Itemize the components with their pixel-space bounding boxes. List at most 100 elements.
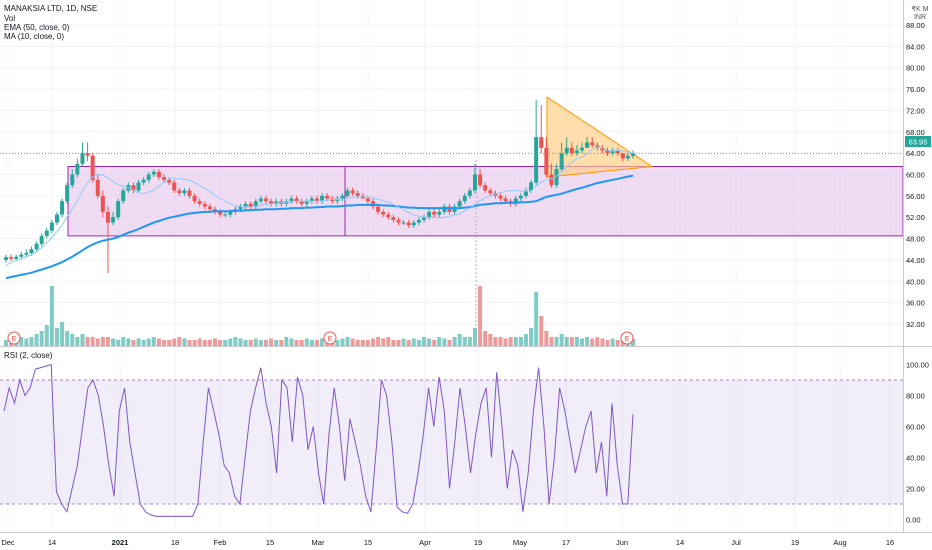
price-axis[interactable]: 88.00 84.00 80.00 76.00 72.00 68.00 64.00 60.00… bbox=[906, 21, 925, 329]
candle-body bbox=[523, 190, 528, 196]
candle-body bbox=[151, 171, 156, 175]
volume-bar bbox=[396, 340, 401, 346]
candle-body bbox=[80, 153, 85, 164]
volume-bar bbox=[314, 340, 319, 346]
time-axis[interactable]: Dec 14 2021 18 Feb 15 Mar 15 Apr 19 May 17 Jun 14 Jul 1… bbox=[1, 538, 894, 547]
candle-body bbox=[467, 190, 472, 196]
volume-bar bbox=[269, 338, 274, 346]
rsi-pane[interactable] bbox=[0, 363, 903, 517]
candle-body bbox=[503, 198, 508, 202]
volume-bar bbox=[299, 340, 304, 346]
candle-body bbox=[406, 222, 411, 226]
candle-body bbox=[549, 174, 554, 186]
volume-bar bbox=[503, 338, 508, 346]
ema-legend[interactable]: EMA (50, close, 0) bbox=[4, 23, 70, 32]
candle-body bbox=[432, 211, 437, 215]
time-tick-label: Jun bbox=[616, 538, 628, 547]
volume-bar bbox=[467, 337, 472, 346]
candle-body bbox=[238, 206, 243, 210]
candle-body bbox=[371, 201, 376, 207]
candle-body bbox=[70, 174, 75, 186]
price-tick-label: 68.00 bbox=[906, 128, 925, 137]
candle-body bbox=[462, 195, 467, 202]
volume-bar bbox=[376, 337, 381, 346]
time-tick-label: Dec bbox=[1, 538, 15, 547]
price-tick-label: 44.00 bbox=[906, 256, 925, 265]
candle-body bbox=[600, 147, 605, 151]
volume-bar bbox=[427, 338, 432, 346]
symbol-title[interactable]: MANAKSIA LTD, 1D, NSE bbox=[4, 4, 97, 13]
rsi-axis[interactable]: 100.00 80.00 60.00 40.00 20.00 0.00 bbox=[906, 361, 929, 525]
candle-body bbox=[442, 206, 447, 212]
volume-bar bbox=[401, 338, 406, 346]
time-tick-label: 14 bbox=[676, 538, 684, 547]
volume-bar bbox=[422, 337, 426, 346]
rsi-tick-label: 100.00 bbox=[906, 361, 929, 370]
candle-body bbox=[177, 190, 182, 194]
candle-body bbox=[396, 219, 401, 223]
candle-body bbox=[580, 147, 585, 151]
rsi-tick-label: 80.00 bbox=[906, 392, 925, 401]
volume-bar bbox=[70, 334, 75, 346]
volume-bar bbox=[457, 334, 462, 346]
candle-body bbox=[141, 179, 146, 183]
volume-bar bbox=[213, 338, 217, 346]
volume-bar bbox=[192, 340, 197, 346]
volume-bar bbox=[146, 338, 151, 346]
candlestick-series[interactable] bbox=[4, 99, 635, 274]
candle-body bbox=[263, 198, 268, 202]
candle-body bbox=[121, 190, 126, 202]
volume-bar bbox=[172, 338, 177, 346]
volume-legend[interactable]: Vol bbox=[4, 14, 15, 23]
ma-legend[interactable]: MA (10, close, 0) bbox=[4, 32, 64, 41]
volume-bar bbox=[34, 334, 39, 346]
volume-bar bbox=[4, 340, 8, 346]
volume-bar bbox=[513, 337, 518, 346]
volume-bar bbox=[111, 338, 116, 346]
volume-bar bbox=[65, 331, 70, 346]
rsi-legend[interactable]: RSI (2, close) bbox=[4, 351, 53, 360]
time-tick-label: 15 bbox=[266, 538, 274, 547]
volume-bar bbox=[100, 337, 105, 346]
volume-bar bbox=[544, 331, 549, 346]
volume-bar bbox=[452, 337, 457, 346]
candle-body bbox=[559, 153, 564, 170]
candle-body bbox=[416, 219, 421, 223]
candle-body bbox=[269, 201, 274, 204]
candle-body bbox=[65, 185, 70, 202]
candle-body bbox=[167, 179, 172, 183]
volume-bar bbox=[258, 340, 263, 346]
candle-body bbox=[472, 174, 477, 191]
volume-bar bbox=[223, 340, 228, 346]
volume-bar bbox=[386, 337, 391, 346]
rsi-tick-label: 60.00 bbox=[906, 423, 925, 432]
volume-bar bbox=[253, 338, 258, 346]
candle-body bbox=[75, 163, 80, 175]
volume-bar bbox=[534, 292, 539, 346]
candle-body bbox=[29, 249, 34, 253]
candle-body bbox=[483, 185, 488, 191]
candle-body bbox=[350, 190, 355, 194]
volume-bar bbox=[202, 340, 207, 346]
candle-body bbox=[534, 137, 539, 183]
volume-bar bbox=[462, 337, 467, 346]
volume-bar bbox=[29, 337, 34, 346]
candle-body bbox=[248, 203, 253, 207]
ema-50-line bbox=[5, 174, 634, 280]
price-tick-label: 52.00 bbox=[906, 213, 925, 222]
volume-bar bbox=[105, 337, 110, 346]
volume-bar bbox=[95, 338, 100, 346]
time-tick-label: May bbox=[513, 538, 527, 547]
volume-bar bbox=[44, 325, 49, 346]
candle-body bbox=[105, 211, 110, 223]
candle-body bbox=[381, 211, 386, 215]
volume-bar bbox=[472, 328, 477, 346]
price-tick-label: 64.00 bbox=[906, 149, 925, 158]
volume-bar bbox=[39, 331, 44, 346]
volume-bar bbox=[304, 338, 309, 346]
price-tick-label: 72.00 bbox=[906, 106, 925, 115]
volume-bar bbox=[350, 338, 355, 346]
